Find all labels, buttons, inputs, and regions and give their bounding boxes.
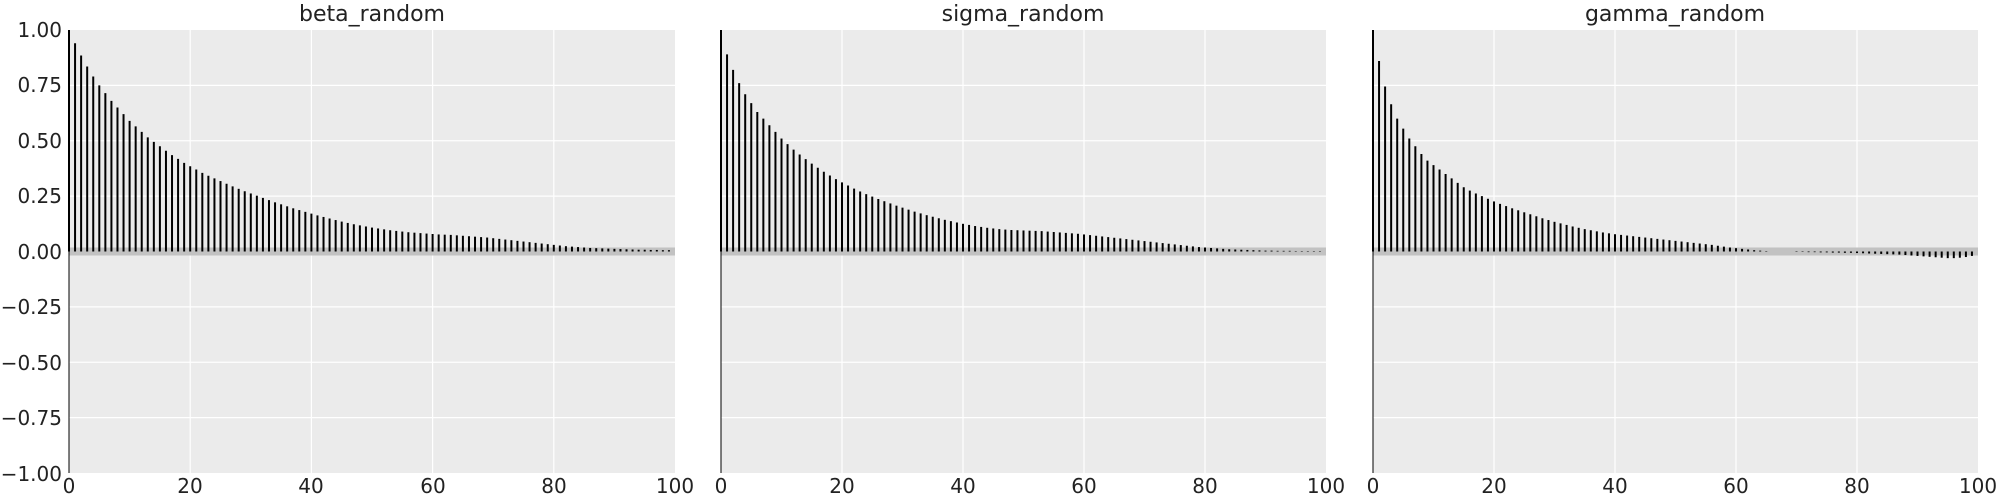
x-tick-label: 40 (950, 474, 975, 498)
x-tick-label: 20 (1481, 474, 1506, 498)
x-axis-tick-labels: 0 20 40 60 80 100 (63, 474, 694, 498)
x-tick-label: 20 (177, 474, 202, 498)
panel-gamma-random: gamma_random 0 20 40 60 80 100 (1367, 2, 1997, 498)
plot-area (68, 30, 675, 473)
panel-sigma-random: sigma_random 0 20 40 60 80 100 (715, 2, 1345, 498)
y-tick-label: −1.00 (1, 462, 62, 486)
y-tick-label: 0.75 (17, 73, 62, 97)
x-tick-label: 0 (63, 474, 76, 498)
y-tick-label: 0.50 (17, 129, 62, 153)
panel-title: sigma_random (942, 2, 1105, 27)
y-tick-label: 0.00 (17, 240, 62, 264)
x-tick-label: 0 (715, 474, 728, 498)
panel-title: beta_random (299, 2, 445, 27)
x-tick-label: 40 (1602, 474, 1627, 498)
panel-title: gamma_random (1585, 2, 1765, 27)
y-tick-label: −0.25 (1, 295, 62, 319)
x-axis-tick-labels: 0 20 40 60 80 100 (715, 474, 1345, 498)
x-tick-label: 0 (1367, 474, 1380, 498)
x-tick-label: 20 (829, 474, 854, 498)
x-tick-label: 80 (1844, 474, 1869, 498)
y-tick-label: −0.50 (1, 351, 62, 375)
plot-area (720, 30, 1326, 473)
x-axis-tick-labels: 0 20 40 60 80 100 (1367, 474, 1997, 498)
x-tick-label: 100 (656, 474, 694, 498)
y-tick-label: 0.25 (17, 184, 62, 208)
x-tick-label: 60 (420, 474, 445, 498)
x-tick-label: 100 (1959, 474, 1997, 498)
plot-area (1372, 30, 1978, 473)
y-axis-tick-labels: 1.00 0.75 0.50 0.25 0.00 −0.25 −0.50 −0.… (1, 18, 62, 486)
x-tick-label: 40 (298, 474, 323, 498)
panel-beta-random: beta_random 0 20 40 60 80 100 (63, 2, 694, 498)
x-tick-label: 60 (1071, 474, 1096, 498)
x-tick-label: 80 (541, 474, 566, 498)
y-tick-label: 1.00 (17, 18, 62, 42)
y-tick-label: −0.75 (1, 406, 62, 430)
x-tick-label: 100 (1307, 474, 1345, 498)
x-tick-label: 60 (1723, 474, 1748, 498)
x-tick-label: 80 (1192, 474, 1217, 498)
